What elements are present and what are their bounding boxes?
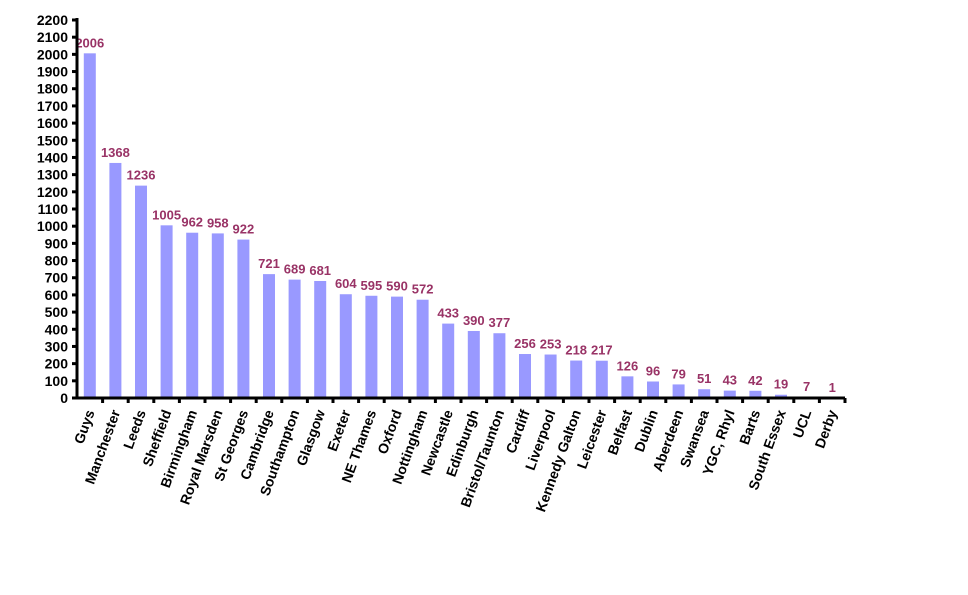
y-tick-label: 700: [45, 270, 69, 286]
bar-exeter: [340, 294, 352, 398]
y-tick-label: 500: [45, 304, 69, 320]
y-tick-label: 1300: [37, 167, 68, 183]
y-tick-label: 1900: [37, 64, 68, 80]
data-label: 51: [697, 371, 711, 386]
data-label: 1005: [152, 207, 181, 222]
data-label: 253: [540, 337, 562, 352]
y-tick-label: 0: [60, 390, 68, 406]
bar-leeds: [135, 186, 147, 398]
y-tick-label: 1500: [37, 132, 68, 148]
y-tick-label: 1000: [37, 218, 68, 234]
y-tick-label: 1600: [37, 115, 68, 131]
bar-leicester: [596, 361, 608, 398]
x-tick-label: UCL: [790, 407, 815, 440]
y-tick-label: 400: [45, 321, 69, 337]
data-label: 721: [258, 256, 280, 271]
data-label: 604: [335, 276, 357, 291]
y-tick-label: 1800: [37, 81, 68, 97]
data-label: 217: [591, 343, 613, 358]
y-tick-label: 1200: [37, 184, 68, 200]
bar-glasgow: [314, 281, 326, 398]
x-tick-label: Barts: [736, 407, 763, 446]
data-label: 595: [361, 278, 383, 293]
data-label: 590: [386, 279, 408, 294]
y-tick-label: 2200: [37, 12, 68, 28]
data-label: 1: [829, 380, 836, 395]
data-label: 433: [437, 306, 459, 321]
bar-birmingham: [186, 233, 198, 398]
bar-aberdeen: [673, 384, 685, 398]
bar-dublin: [647, 382, 659, 398]
y-tick-label: 100: [45, 373, 69, 389]
bar-southampton: [289, 280, 301, 398]
data-label: 1368: [101, 145, 130, 160]
bar-liverpool: [545, 355, 557, 398]
bar-oxford: [391, 297, 403, 398]
bar-kennedy-galton: [570, 361, 582, 398]
x-tick-label: Derby: [811, 407, 840, 450]
bar-guys: [84, 53, 96, 398]
bar-belfast: [621, 376, 633, 398]
bar-sheffield: [161, 225, 173, 398]
bar-st-georges: [237, 240, 249, 398]
bar-edinburgh: [468, 331, 480, 398]
x-tick-label: Leeds: [120, 407, 149, 451]
data-label: 79: [671, 366, 685, 381]
data-label: 126: [617, 358, 639, 373]
y-tick-label: 600: [45, 287, 69, 303]
bar-newcastle: [442, 324, 454, 398]
data-label: 43: [723, 373, 737, 388]
y-tick-label: 300: [45, 338, 69, 354]
data-label: 1236: [127, 168, 156, 183]
data-label: 689: [284, 262, 306, 277]
y-tick-label: 1100: [38, 201, 69, 217]
data-label: 922: [233, 222, 255, 237]
bar-ne-thames: [365, 296, 377, 398]
y-tick-label: 2100: [37, 29, 68, 45]
data-label: 572: [412, 282, 434, 297]
bar-cambridge: [263, 274, 275, 398]
y-tick-label: 1700: [37, 98, 68, 114]
data-label: 19: [774, 377, 788, 392]
bar-cardiff: [519, 354, 531, 398]
bar-nottingham: [417, 300, 429, 398]
data-label: 218: [565, 343, 587, 358]
data-label: 42: [748, 373, 762, 388]
data-label: 681: [309, 263, 331, 278]
data-label: 256: [514, 336, 536, 351]
y-tick-label: 800: [45, 253, 69, 269]
data-label: 962: [181, 215, 203, 230]
data-label: 390: [463, 313, 485, 328]
y-tick-label: 1400: [37, 149, 68, 165]
bar-bristol-taunton: [493, 333, 505, 398]
y-tick-label: 900: [45, 235, 69, 251]
data-label: 2006: [75, 35, 104, 50]
x-tick-label: Guys: [71, 407, 98, 446]
y-tick-label: 200: [45, 356, 69, 372]
data-label: 7: [803, 379, 810, 394]
y-tick-label: 2000: [37, 46, 68, 62]
data-label: 96: [646, 364, 660, 379]
bar-manchester: [109, 163, 121, 398]
data-label: 958: [207, 215, 229, 230]
bar-royal-marsden: [212, 233, 224, 398]
data-label: 377: [489, 315, 511, 330]
